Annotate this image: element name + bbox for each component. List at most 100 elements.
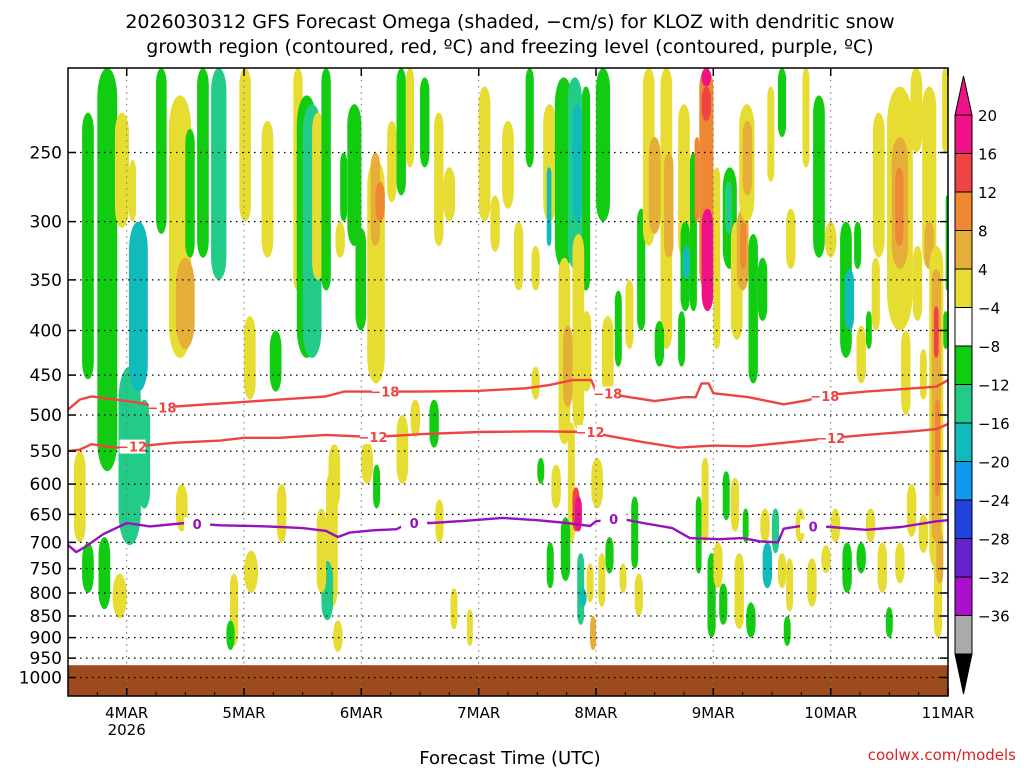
omega-region [919,349,927,400]
y-tick-label: 900 [30,629,62,649]
omega-region [906,484,917,537]
y-tick-label: 750 [30,560,62,580]
colorbar-bottom-arrow [954,653,973,695]
x-tick-label: 10MAR [804,704,857,722]
contour-label: −12 [359,431,388,446]
omega-region [701,68,711,87]
omega-region [648,137,661,234]
omega-region [276,484,287,543]
omega-region [563,325,573,408]
x-tick-label: 9MAR [692,704,735,722]
x-tick-year: 2026 [108,721,146,739]
colorbar-bin [954,268,973,308]
colorbar-bin [954,153,973,193]
contour-label-bg [184,516,211,531]
plot-area [68,68,949,696]
omega-region [942,68,948,153]
omega-region [637,208,646,331]
omega-region [97,68,118,472]
colorbar-label: −16 [978,415,1010,433]
omega-region [175,257,195,349]
omega-region [410,399,420,438]
x-tick-label: 4MAR [105,704,148,722]
omega-region [872,112,885,258]
omega-region [701,457,709,543]
colorbar-label: 20 [978,107,997,125]
ground-surface [68,665,948,696]
omega-region [598,553,606,607]
omega-region [443,167,456,222]
colorbar-label: −8 [978,338,1000,356]
omega-region [634,573,643,616]
omega-region [333,620,343,653]
omega-region [772,508,779,554]
colorbar-bin [954,615,973,655]
omega-region [695,496,702,574]
omega-region [856,542,866,574]
contour-label: −18 [370,386,399,401]
omega-region [694,137,700,222]
colorbar-label: 4 [978,261,988,279]
omega-region [742,508,749,543]
y-tick-label: 1000 [19,669,62,689]
omega-region [730,477,740,532]
contour-label-bg [401,516,428,530]
omega-region [901,330,911,415]
omega-region [347,104,362,246]
colorbar: 20 16 12 8 4 −4 −8 −12 −16 −20 −24 −28 −32 −36 [954,75,1010,695]
omega-region [895,167,904,246]
omega-region [746,602,756,638]
omega-region [865,311,872,349]
omega-region [842,542,852,593]
omega-region [114,112,129,228]
omega-region [734,553,744,630]
contour-label: −12 [816,432,845,447]
omega-region [244,316,256,400]
omega-region [760,508,770,543]
omega-region [748,234,758,384]
contour-label-bg [577,425,604,439]
y-tick-label: 300 [30,213,62,233]
omega-region [885,607,893,638]
y-tick-label: 250 [30,144,62,164]
colorbar-label: −4 [978,300,1000,318]
omega-region [854,221,862,269]
omega-region [871,257,880,331]
omega-region [118,366,141,546]
colorbar-label: −20 [978,454,1010,472]
contour-label-bg [817,431,844,446]
omega-region [450,588,458,630]
axes: 2503003504004505005506006507007508008509… [19,67,974,739]
colorbar-bin [954,114,973,154]
omega-region [614,290,622,367]
omega-region [581,311,592,392]
omega-region [786,208,796,269]
chart-title-line-1: 2026030312 GFS Forecast Omega (shaded, −… [125,11,894,33]
omega-region [396,68,406,196]
omega-region [373,464,381,509]
omega-region [98,537,111,610]
contour-label: −18 [810,390,839,405]
omega-region [678,104,690,258]
omega-region [865,508,876,543]
y-tick-label: 950 [30,649,62,669]
omega-region [786,558,794,612]
omega-region [824,221,837,258]
y-tick-label: 850 [30,607,62,627]
colorbar-bin [954,345,973,385]
contour-label-bg [594,386,621,401]
contour-label: 0 [809,520,818,535]
colorbar-label: 8 [978,223,988,241]
omega-region [129,160,136,222]
omega-region [226,620,235,650]
colorbar-bin [954,576,973,616]
omega-region [197,68,209,258]
y-tick-label: 650 [30,505,62,525]
omega-region [340,152,348,222]
colorbar-label: −28 [978,531,1010,549]
omega-region [725,181,733,234]
omega-region [581,86,591,291]
omega-region [531,246,540,291]
omega-region [513,221,524,291]
contour-label: −18 [147,401,176,416]
